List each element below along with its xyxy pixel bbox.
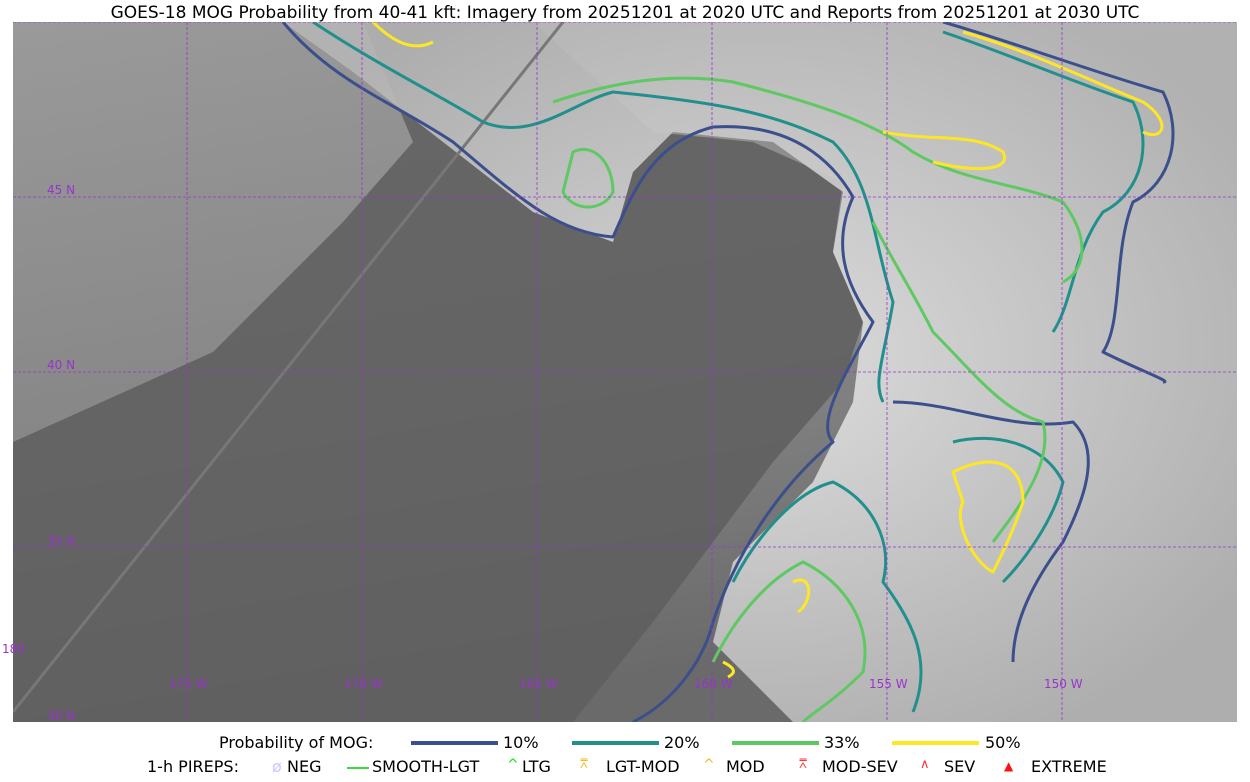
- legend-sev: SEV: [944, 757, 976, 776]
- contour-50-percent: [722, 660, 735, 679]
- lat-label-40n: 40 N: [47, 358, 76, 372]
- contour-50-percent: [962, 30, 1164, 137]
- probability-legend-title: Probability of MOG:: [219, 733, 374, 752]
- satellite-swath-line: [13, 22, 565, 713]
- legend-label-50: 50%: [985, 733, 1021, 752]
- legend-extreme: EXTREME: [1031, 757, 1107, 776]
- pireps-legend-title: 1-h PIREPS:: [147, 757, 239, 776]
- satellite-map: [13, 22, 1237, 722]
- line-icon: [347, 767, 369, 769]
- contour-50-percent: [882, 130, 1007, 170]
- swatch-20-percent: [572, 741, 659, 745]
- neg-circle-icon: ø: [272, 757, 282, 776]
- caret-icon: ^: [507, 757, 519, 773]
- swatch-50-percent: [892, 741, 979, 745]
- contour-10-percent: [942, 22, 1175, 384]
- contour-20-percent: [952, 436, 1065, 584]
- double-caret-bar-icon: ⩞: [799, 757, 807, 772]
- filled-triangle-icon: ▲: [1004, 759, 1014, 773]
- double-caret-icon: ∧: [920, 757, 930, 772]
- contour-50-percent: [792, 578, 811, 614]
- contour-20-percent: [731, 480, 923, 713]
- legend-label-10: 10%: [503, 733, 539, 752]
- contour-10-percent: [892, 400, 1090, 663]
- lon-label-170w: 170 W: [344, 677, 383, 691]
- caret-icon: ^: [703, 757, 715, 773]
- contour-33-percent: [561, 148, 615, 209]
- lon-label-165w: 165 W: [519, 677, 558, 691]
- lon-label-180: 180: [2, 642, 25, 656]
- legend-neg: NEG: [287, 757, 322, 776]
- lat-label-30n: 30 N: [47, 709, 76, 723]
- map-title: GOES-18 MOG Probability from 40-41 kft: …: [110, 3, 1140, 23]
- contour-33-percent: [552, 76, 1084, 284]
- contour-50-percent: [951, 460, 1025, 574]
- lon-label-155w: 155 W: [869, 677, 908, 691]
- legend-ltg: LTG: [522, 757, 551, 776]
- legend-smooth-lgt: SMOOTH-LGT: [372, 757, 480, 776]
- contour-10-percent: [281, 22, 875, 722]
- legend-mod: MOD: [726, 757, 765, 776]
- legend-mod-sev: MOD-SEV: [822, 757, 898, 776]
- contour-33-percent: [711, 560, 867, 722]
- lon-label-150w: 150 W: [1044, 677, 1083, 691]
- lon-label-175w: 175 W: [169, 677, 208, 691]
- contour-50-percent: [371, 22, 434, 48]
- lat-label-35n: 35 N: [47, 534, 76, 548]
- lat-label-45n: 45 N: [47, 183, 76, 197]
- swatch-10-percent: [411, 741, 498, 745]
- legend-label-20: 20%: [664, 733, 700, 752]
- contour-20-percent: [312, 22, 895, 403]
- caret-bar-icon: ⩞: [580, 757, 588, 772]
- contour-33-percent: [871, 221, 1047, 543]
- legend-lgt-mod: LGT-MOD: [606, 757, 680, 776]
- swatch-33-percent: [732, 741, 819, 745]
- legend-label-33: 33%: [824, 733, 860, 752]
- lon-label-160w: 160 W: [694, 677, 733, 691]
